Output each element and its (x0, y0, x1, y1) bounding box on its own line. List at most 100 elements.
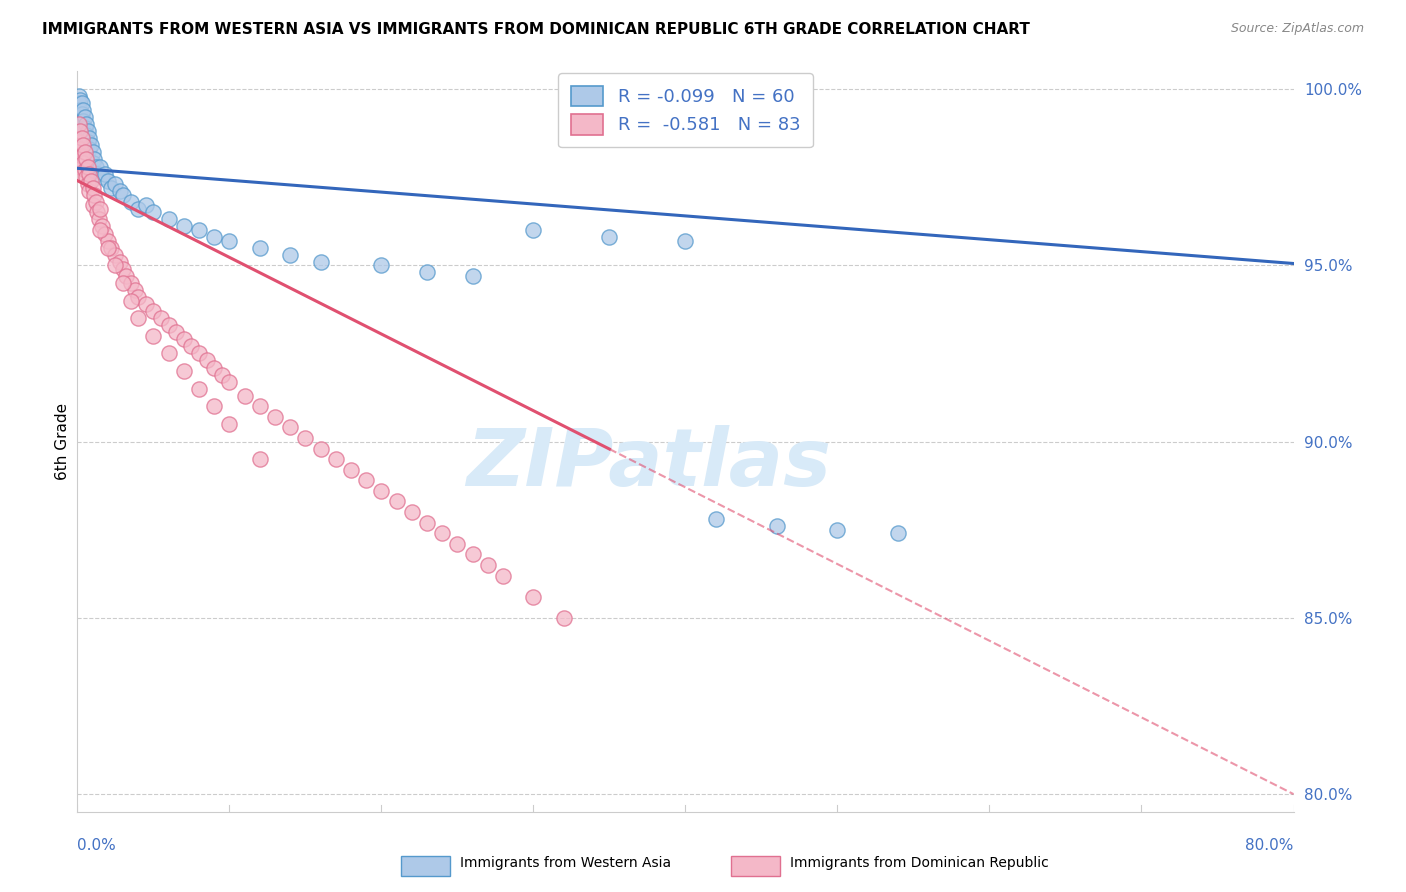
Point (188, 382, 211, 396)
Point (82, 198, 104, 212)
Point (309, 254, 332, 268)
Point (77, 124, 100, 138)
Point (173, 332, 195, 346)
Point (218, 417, 240, 431)
Legend: R = -0.099   N = 60, R =  -0.581   N = 83: R = -0.099 N = 60, R = -0.581 N = 83 (558, 73, 813, 147)
Point (461, 268, 484, 283)
Point (70, 128, 93, 142)
Point (75, 117, 97, 131)
Text: 80.0%: 80.0% (1246, 838, 1294, 854)
Point (370, 483, 392, 498)
Point (75, 153, 97, 167)
Point (522, 223, 544, 237)
Point (67, 117, 90, 131)
Point (97, 174, 120, 188)
Point (120, 276, 142, 290)
Point (80, 138, 103, 153)
Point (67, 106, 90, 120)
Point (180, 339, 202, 353)
Point (69, 103, 91, 117)
Point (553, 611, 575, 625)
Point (73, 110, 96, 124)
Point (127, 202, 149, 216)
Point (249, 399, 271, 413)
Point (104, 258, 127, 272)
Point (70, 131, 93, 145)
Point (522, 590, 544, 604)
Point (75, 128, 97, 142)
Point (149, 311, 172, 326)
Point (79, 131, 101, 145)
Point (79, 167, 101, 181)
Point (165, 325, 187, 339)
Point (416, 265, 439, 279)
Point (86, 205, 108, 219)
Point (218, 375, 240, 389)
Point (120, 194, 142, 209)
Text: ZIPatlas: ZIPatlas (467, 425, 831, 503)
Point (93, 227, 115, 241)
Point (69, 93, 91, 107)
Point (416, 516, 439, 530)
Point (70, 149, 93, 163)
Point (340, 463, 363, 477)
Point (115, 268, 138, 283)
Point (67, 96, 90, 111)
Point (325, 452, 347, 467)
Point (157, 212, 180, 227)
Point (120, 293, 142, 308)
Point (77, 177, 100, 191)
Point (704, 512, 727, 526)
Text: Source: ZipAtlas.com: Source: ZipAtlas.com (1230, 22, 1364, 36)
Point (97, 234, 120, 248)
Point (70, 96, 93, 111)
Point (294, 431, 316, 445)
Point (69, 142, 91, 156)
Point (77, 160, 100, 174)
Point (135, 297, 157, 311)
Point (157, 318, 180, 333)
Point (446, 537, 468, 551)
Point (249, 241, 271, 255)
Point (83, 153, 105, 167)
Point (157, 346, 180, 360)
Point (72, 113, 94, 128)
Point (477, 558, 499, 572)
Point (108, 184, 131, 198)
Point (89, 223, 111, 237)
Point (111, 187, 134, 202)
Point (83, 187, 105, 202)
Point (461, 547, 484, 561)
Point (86, 167, 108, 181)
Point (765, 519, 787, 533)
Point (385, 494, 408, 508)
Point (69, 113, 91, 128)
Point (82, 145, 104, 160)
Point (90, 219, 112, 234)
Point (79, 184, 101, 198)
Point (79, 142, 101, 156)
Point (127, 290, 149, 304)
Point (108, 254, 131, 268)
Point (218, 234, 240, 248)
Point (142, 328, 165, 343)
Point (69, 160, 91, 174)
Point (75, 170, 97, 185)
Point (87, 212, 110, 227)
Point (80, 174, 103, 188)
Point (82, 180, 104, 194)
Point (90, 170, 112, 185)
Point (73, 120, 96, 135)
Point (93, 167, 115, 181)
Point (249, 452, 271, 467)
Point (67, 135, 90, 149)
Point (142, 304, 165, 318)
Point (202, 399, 225, 413)
Point (188, 346, 211, 360)
Point (233, 389, 256, 403)
Point (72, 124, 94, 138)
Point (89, 202, 111, 216)
Point (278, 248, 301, 262)
Text: IMMIGRANTS FROM WESTERN ASIA VS IMMIGRANTS FROM DOMINICAN REPUBLIC 6TH GRADE COR: IMMIGRANTS FROM WESTERN ASIA VS IMMIGRAN… (42, 22, 1031, 37)
Point (73, 131, 96, 145)
